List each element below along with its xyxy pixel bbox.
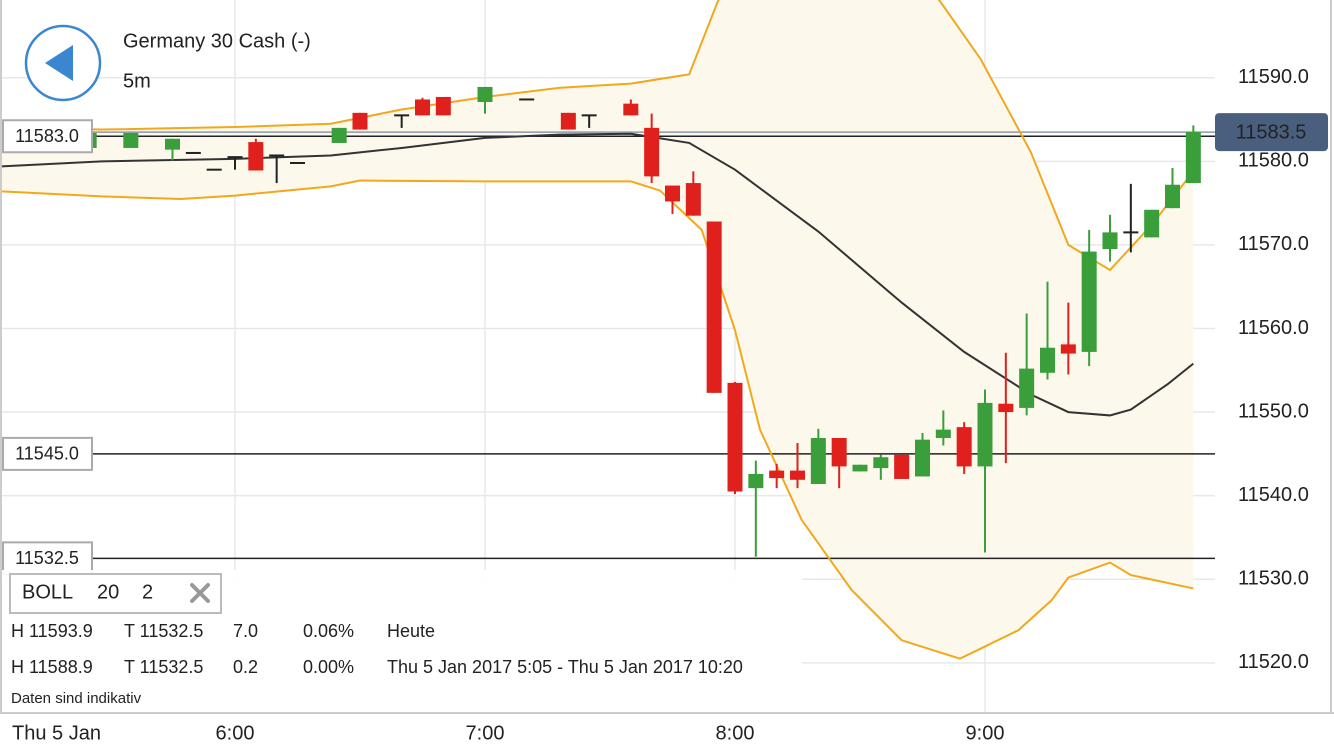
y-tick-label: 11560.0 — [1238, 317, 1309, 339]
candle-body — [560, 112, 576, 130]
candle-body — [435, 96, 451, 116]
stat-change: 0.2 — [233, 657, 258, 677]
stat-percent: 0.06% — [303, 621, 354, 641]
candle-body — [394, 114, 410, 117]
candle-body — [727, 382, 743, 492]
band-fill — [1, 0, 1194, 659]
stat-low: T 11532.5 — [124, 657, 203, 677]
candle-body — [1144, 209, 1160, 238]
stat-percent: 0.00% — [303, 657, 354, 677]
candle-body — [873, 457, 889, 469]
disclaimer: Daten sind indikativ — [11, 690, 142, 707]
candle-body — [998, 403, 1014, 413]
candle-body — [852, 464, 868, 472]
stat-change: 7.0 — [233, 621, 258, 641]
level-box — [2, 119, 93, 154]
candle-body — [644, 127, 660, 177]
y-tick-label: 11590.0 — [1238, 66, 1309, 88]
price-box — [1215, 113, 1328, 152]
candle-body — [1102, 232, 1118, 250]
instrument-title: Germany 30 Cash (-) — [123, 30, 311, 52]
date-label: Thu 5 Jan — [12, 722, 101, 744]
candle-body — [165, 138, 180, 150]
stat-high: H 11593.9 — [11, 621, 93, 641]
candle-body — [519, 98, 535, 101]
candle-body — [831, 437, 847, 467]
candle-body — [810, 437, 826, 484]
candle-body — [1185, 132, 1201, 184]
candle-body — [1165, 184, 1180, 209]
date-box — [0, 716, 118, 750]
indicator-box[interactable] — [9, 573, 222, 614]
candle-body — [956, 427, 972, 467]
stat-period: Thu 5 Jan 2017 5:05 - Thu 5 Jan 2017 10:… — [387, 657, 743, 677]
candle-body — [1060, 344, 1076, 354]
candle-body — [123, 132, 139, 148]
candle-body — [623, 103, 639, 116]
level-label: 11583.0 — [15, 126, 79, 146]
candle-body — [1040, 347, 1055, 373]
remove-indicator[interactable] — [190, 583, 210, 603]
bollinger-middle — [1, 132, 1194, 417]
candle-body — [935, 429, 951, 438]
candle-body — [685, 183, 701, 216]
y-tick-label: 11580.0 — [1238, 150, 1309, 172]
back-icon — [45, 45, 73, 81]
candle-body — [331, 127, 347, 143]
candle-body — [206, 168, 222, 171]
candle-body — [748, 473, 764, 489]
candle-body — [1081, 251, 1097, 352]
candle-body — [248, 142, 264, 171]
candle-body — [1123, 231, 1139, 234]
candle-body — [665, 185, 680, 202]
level-label: 11545.0 — [15, 444, 79, 464]
stat-low: T 11532.5 — [124, 621, 203, 641]
overlay: 11583.0 11545.0 11532.5 11583.5 Germany 30 C… — [2, 24, 1328, 712]
stat-high: H 11588.9 — [11, 657, 93, 677]
stat-period: Heute — [387, 621, 435, 641]
bollinger-lower — [1, 179, 1194, 660]
candle-body — [894, 454, 910, 479]
y-tick-label: 11570.0 — [1238, 233, 1309, 255]
candle-body — [915, 439, 930, 477]
candle-body — [477, 86, 493, 102]
candle-body — [227, 156, 243, 159]
indicator-name: BOLL — [22, 581, 73, 603]
x-tick-label: 9:00 — [966, 722, 1005, 744]
y-tick-label: 11520.0 — [1238, 651, 1309, 673]
candle-body — [1019, 368, 1035, 408]
candle-body — [790, 470, 805, 480]
level-label: 11532.5 — [15, 548, 79, 568]
current-price-label: 11583.5 — [1236, 121, 1307, 143]
candle-body — [290, 161, 305, 164]
level-box — [2, 436, 93, 471]
x-tick-label: 8:00 — [716, 722, 755, 744]
y-tick-label: 11540.0 — [1238, 484, 1309, 506]
candle-body — [415, 99, 430, 116]
candle-body — [352, 112, 368, 130]
candle-body — [185, 151, 201, 154]
indicator-deviation: 2 — [142, 581, 153, 603]
x-tick-label: 6:00 — [216, 722, 255, 744]
y-tick-label: 11530.0 — [1238, 568, 1309, 590]
candle-body — [977, 402, 993, 467]
candle-body — [269, 154, 285, 157]
y-tick-label: 11550.0 — [1238, 400, 1309, 422]
candle-body — [581, 114, 597, 117]
candle-body — [706, 221, 722, 393]
x-tick-label: 7:00 — [466, 722, 505, 744]
bollinger-upper — [1, 0, 1195, 272]
indicator-period: 20 — [97, 581, 119, 603]
candle-body — [769, 470, 785, 479]
interval-label: 5m — [123, 70, 151, 92]
